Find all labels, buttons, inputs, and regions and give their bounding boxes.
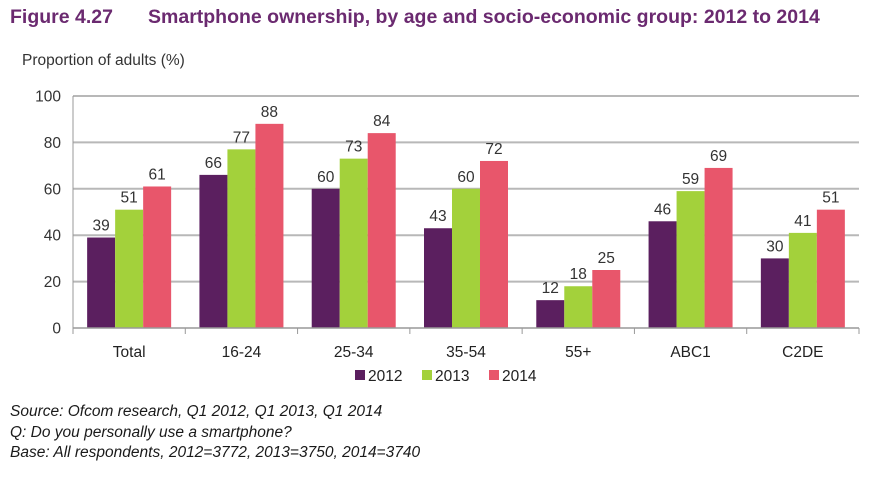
y-tick-label-40: 40 [44,228,62,245]
bar-35-54-2013 [452,188,480,328]
bar-chart: 0 20 40 60 80 100 39 51 61 Total 66 77 88 16-24 60 73 84… [35,89,860,385]
data-label-c2de-2012: 30 [766,238,784,255]
data-label-total-2012: 39 [93,218,110,235]
bar-35-54-2014 [480,160,508,328]
x-tick-label-c2de: C2DE [782,344,823,361]
x-tick-label-total: Total [113,344,146,361]
data-label-35-54-2012: 43 [429,208,446,225]
bar-55+-2014 [592,270,621,328]
bar-abc1-2013 [676,191,705,328]
bar-16-24-2013 [227,149,256,328]
legend-swatch-2013 [422,370,432,380]
y-tick-label-100: 100 [35,89,61,106]
source-note: Source: Ofcom research, Q1 2012, Q1 2013… [10,403,383,420]
legend-label-2014: 2014 [502,368,537,385]
bar-total-2014 [143,186,172,328]
legend-label-2013: 2013 [435,368,469,385]
y-axis-label: Proportion of adults (%) [22,52,185,69]
legend-label-2012: 2012 [368,368,402,385]
data-label-16-24-2014: 88 [261,104,278,121]
data-label-abc1-2012: 46 [654,201,671,218]
data-label-35-54-2013: 60 [457,169,475,186]
bar-total-2013 [115,209,144,328]
bar-16-24-2014 [255,123,284,328]
y-tick-label-20: 20 [44,274,62,291]
data-label-55+-2012: 12 [542,280,559,297]
data-label-16-24-2013: 77 [233,129,250,146]
bar-16-24-2012 [199,174,228,328]
bar-abc1-2014 [704,167,733,328]
x-tick-label-16-24: 16-24 [222,344,262,361]
bar-55+-2013 [564,286,593,328]
data-label-abc1-2014: 69 [710,148,727,165]
base-note: Base: All respondents, 2012=3772, 2013=3… [10,444,421,461]
data-label-abc1-2013: 59 [682,171,699,188]
data-label-25-34-2014: 84 [373,113,391,130]
figure-title-text: Smartphone ownership, by age and socio-e… [148,6,820,28]
data-label-c2de-2014: 51 [822,190,839,207]
bar-c2de-2014 [816,209,845,328]
y-tick-label-60: 60 [44,181,62,198]
x-tick-label-35-54: 35-54 [446,344,486,361]
data-label-c2de-2013: 41 [794,213,811,230]
bar-c2de-2013 [788,232,817,328]
x-tick-label-abc1: ABC1 [670,344,711,361]
bar-25-34-2013 [339,158,368,328]
data-label-55+-2013: 18 [570,266,587,283]
figure-title: Figure 4.27 Smartphone ownership, by age … [10,6,820,29]
bar-25-34-2012 [311,188,340,328]
data-label-total-2013: 51 [121,190,138,207]
data-label-25-34-2013: 73 [345,139,362,156]
data-label-55+-2014: 25 [598,250,615,267]
bar-35-54-2012 [424,228,452,328]
x-tick-label-55+: 55+ [565,344,591,361]
y-tick-label-80: 80 [44,135,62,152]
data-label-16-24-2012: 66 [205,155,222,172]
bar-55+-2012 [536,300,565,328]
data-label-35-54-2014: 72 [485,141,502,158]
data-label-25-34-2012: 60 [317,169,335,186]
chart-notes: Source: Ofcom research, Q1 2012, Q1 2013… [10,402,420,464]
bar-abc1-2012 [648,221,677,328]
data-label-total-2014: 61 [149,166,166,183]
figure-number: Figure 4.27 [10,6,113,28]
x-tick-label-25-34: 25-34 [334,344,374,361]
bar-total-2012 [87,237,116,328]
question-note: Q: Do you personally use a smartphone? [10,423,292,441]
bar-25-34-2014 [367,133,396,328]
y-tick-label-0: 0 [52,321,61,338]
legend-swatch-2014 [489,370,499,380]
bar-c2de-2012 [760,258,789,328]
legend-swatch-2012 [355,370,365,380]
